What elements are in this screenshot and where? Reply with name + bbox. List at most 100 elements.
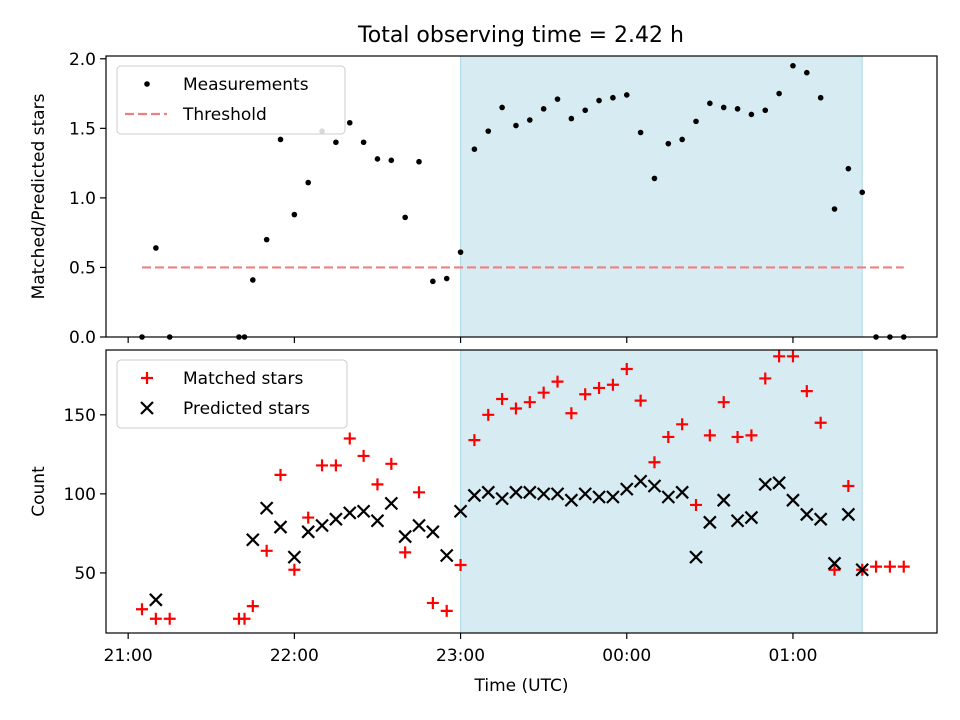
legend-label: Measurements bbox=[183, 75, 309, 95]
predicted-stars-point bbox=[744, 510, 759, 525]
matched-stars-point bbox=[717, 396, 730, 409]
predicted-stars-point bbox=[453, 504, 468, 519]
predicted-stars-point bbox=[509, 485, 523, 500]
measurement-point bbox=[457, 249, 464, 255]
measurement-point bbox=[734, 106, 741, 112]
matched-stars-point bbox=[316, 459, 329, 472]
legend-box bbox=[116, 65, 346, 135]
predicted-stars-point bbox=[398, 529, 412, 544]
predicted-stars-point bbox=[329, 512, 343, 526]
predicted-stars-point bbox=[786, 493, 800, 507]
legend-marker-predicted-stars bbox=[140, 401, 154, 415]
matched-stars-point bbox=[551, 375, 564, 388]
matched-stars-point bbox=[565, 407, 578, 420]
predicted-stars-point bbox=[647, 479, 662, 493]
predicted-stars-point bbox=[564, 493, 579, 507]
predicted-stars-point bbox=[301, 525, 315, 539]
highlight-span bbox=[460, 55, 863, 338]
matched-stars-point bbox=[606, 378, 619, 391]
measurement-point bbox=[443, 275, 450, 282]
measurement-point bbox=[554, 96, 561, 102]
matched-stars-point bbox=[426, 596, 439, 609]
matched-stars-point bbox=[579, 388, 592, 401]
y-tick-label: 2.0 bbox=[69, 50, 96, 70]
matched-stars-point bbox=[357, 449, 370, 462]
legend: Matched stars Predicted stars bbox=[116, 359, 348, 429]
matched-stars-point bbox=[385, 457, 398, 470]
predicted-stars-point bbox=[287, 550, 302, 564]
legend-marker-matched-stars bbox=[141, 372, 153, 384]
axes-frame bbox=[105, 349, 938, 634]
predicted-stars-point bbox=[675, 485, 689, 500]
matched-stars-point bbox=[593, 381, 606, 394]
measurement-point bbox=[388, 157, 395, 164]
predicted-stars-point bbox=[426, 525, 440, 539]
x-tick-label: 21:00 bbox=[104, 646, 153, 666]
predicted-stars-point bbox=[716, 493, 731, 507]
measurement-point bbox=[831, 206, 838, 212]
matched-stars-point bbox=[690, 498, 703, 511]
matched-stars-point bbox=[731, 430, 744, 443]
predicted-stars-point bbox=[633, 474, 648, 489]
predicted-stars-point bbox=[467, 488, 482, 503]
predicted-stars-point bbox=[149, 593, 163, 607]
measurement-point bbox=[153, 245, 159, 251]
matched-stars-point bbox=[274, 468, 287, 481]
predicted-stars-point bbox=[412, 518, 426, 533]
measurement-point bbox=[845, 165, 852, 172]
matched-stars-point bbox=[302, 511, 315, 524]
matched-stars-point bbox=[828, 563, 841, 576]
axes-frame bbox=[105, 55, 938, 338]
predicted-stars-point bbox=[730, 513, 745, 528]
matched-stars-point bbox=[842, 479, 855, 492]
measurement-point bbox=[651, 175, 658, 182]
legend-marker-measurements bbox=[144, 81, 150, 87]
legend-label: Matched stars bbox=[183, 369, 303, 389]
matched-stars-point bbox=[703, 429, 716, 442]
predicted-stars-point bbox=[315, 518, 329, 533]
y-tick-label: 1.0 bbox=[69, 189, 96, 209]
legend-label: Predicted stars bbox=[183, 399, 310, 419]
measurement-point bbox=[471, 146, 478, 153]
y-tick-label: 100 bbox=[64, 485, 96, 505]
measurement-point bbox=[637, 129, 644, 136]
measurement-point bbox=[360, 139, 367, 146]
measurement-point bbox=[804, 69, 810, 76]
measurement-point bbox=[250, 277, 256, 283]
measurement-point bbox=[277, 136, 284, 143]
predicted-stars-point bbox=[855, 562, 869, 577]
y-axis-label: Count bbox=[29, 466, 49, 517]
measurement-point bbox=[333, 139, 339, 146]
matched-stars-point bbox=[246, 600, 259, 613]
predicted-stars-point bbox=[273, 520, 288, 534]
measurement-point bbox=[263, 236, 270, 243]
matched-stars-point bbox=[620, 362, 633, 375]
x-axis-label: Time (UTC) bbox=[474, 676, 569, 696]
measurement-point bbox=[859, 189, 866, 196]
measurement-point bbox=[346, 119, 353, 126]
top-panel: 0.0 0.5 1.0 1.5 2.0 Matched/Predicted stars Me… bbox=[29, 50, 938, 348]
x-tick-label: 00:00 bbox=[602, 646, 651, 666]
predicted-stars-point bbox=[800, 507, 814, 522]
y-axis-label: Matched/Predicted stars bbox=[29, 93, 49, 299]
matched-stars-point bbox=[759, 372, 772, 385]
measurement-point bbox=[707, 100, 713, 107]
measurement-point bbox=[416, 158, 422, 165]
predicted-stars-point bbox=[827, 556, 842, 571]
measurement-point bbox=[430, 278, 436, 285]
predicted-stars-point bbox=[439, 548, 454, 563]
predicted-stars-point bbox=[772, 476, 786, 490]
measurement-point bbox=[291, 211, 298, 218]
matched-stars-point bbox=[897, 560, 910, 573]
predicted-stars-point bbox=[661, 490, 676, 504]
measurement-point bbox=[817, 94, 824, 101]
predicted-stars-point bbox=[758, 477, 773, 492]
predicted-stars-point bbox=[342, 506, 357, 520]
predicted-stars-point bbox=[592, 490, 606, 504]
predicted-stars-point bbox=[259, 501, 274, 515]
matched-stars-point bbox=[260, 544, 273, 557]
matched-stars-point bbox=[634, 394, 647, 407]
measurement-point bbox=[693, 118, 699, 125]
measurement-point bbox=[665, 140, 672, 147]
